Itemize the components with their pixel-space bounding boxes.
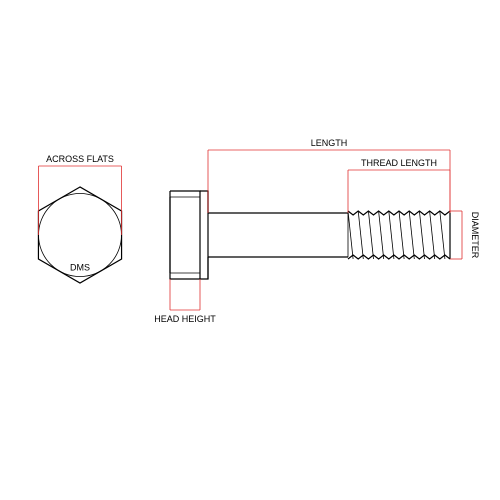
label-thread-length: THREAD LENGTH (361, 158, 437, 168)
label-dms: DMS (70, 263, 90, 273)
bolt-head (170, 191, 200, 279)
label-across-flats: ACROSS FLATS (46, 154, 114, 164)
bolt-diagram: ACROSS FLATS DMS LENGTH THREAD LENGTH HEAD H… (0, 0, 500, 500)
label-length: LENGTH (311, 138, 348, 148)
label-head-height: HEAD HEIGHT (154, 314, 216, 324)
label-diameter: DIAMETER (470, 212, 480, 259)
